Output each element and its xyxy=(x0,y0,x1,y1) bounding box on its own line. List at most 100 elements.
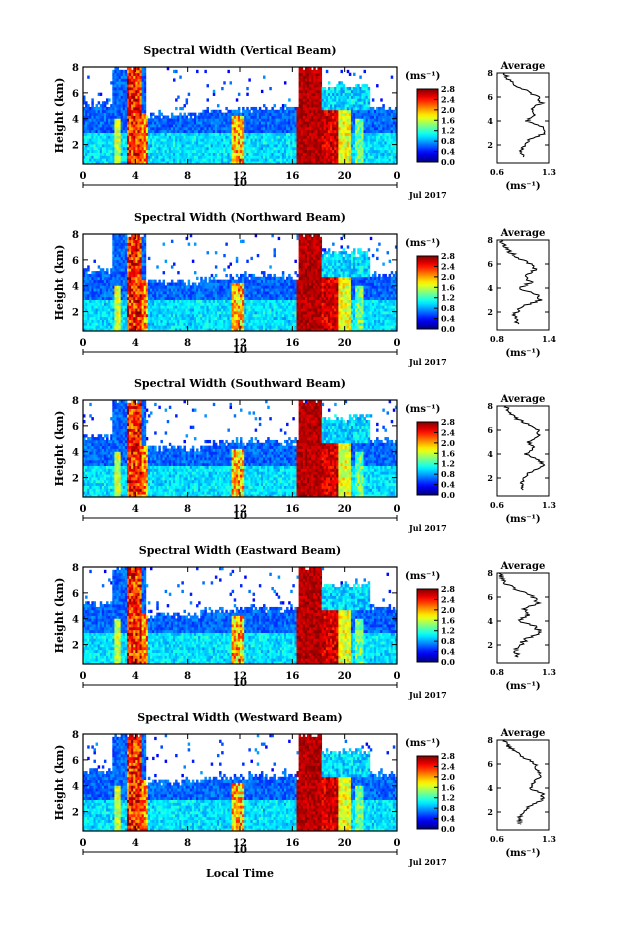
heatmap-cell xyxy=(275,129,279,134)
heatmap-cell xyxy=(233,141,237,145)
heatmap-cell xyxy=(208,152,212,156)
heatmap-cell xyxy=(296,126,300,131)
heatmap-cell xyxy=(281,146,285,151)
heatmap-cell xyxy=(156,138,159,142)
colorbar-tick-label: 0.8 xyxy=(441,136,455,146)
heatmap-cell xyxy=(191,129,195,134)
heatmap-cell xyxy=(309,118,312,122)
heatmap-cell xyxy=(204,161,207,165)
heatmap-cell xyxy=(292,138,295,142)
heatmap-cell xyxy=(227,141,230,145)
heatmap-cell xyxy=(304,112,308,116)
heatmap-cell xyxy=(99,129,103,134)
heatmap-cell xyxy=(208,141,212,145)
heatmap-cell xyxy=(281,135,285,139)
heatmap-cell xyxy=(273,118,276,122)
heatmap-cell xyxy=(254,126,258,131)
heatmap-cell xyxy=(258,124,262,128)
heatmap-cell xyxy=(265,118,268,122)
heatmap-cell xyxy=(252,149,256,153)
heatmap-cell xyxy=(137,141,140,145)
heatmap-cell xyxy=(110,146,113,151)
heatmap-cell xyxy=(131,81,134,85)
heatmap-cell xyxy=(143,78,147,82)
heatmap-cell xyxy=(173,121,176,125)
heatmap-cell xyxy=(181,126,184,131)
heatmap-cell xyxy=(321,161,325,165)
heatmap-cell xyxy=(315,81,318,85)
heatmap-cell xyxy=(120,106,124,111)
heatmap-cell xyxy=(152,158,155,162)
heatmap-cell xyxy=(258,155,262,159)
heatmap-cell xyxy=(85,126,88,131)
heatmap-cell xyxy=(283,112,287,116)
y-tick-label: 6 xyxy=(72,89,79,100)
heatmap-cell xyxy=(302,118,306,122)
heatmap-cell xyxy=(101,161,105,165)
heatmap-cell xyxy=(231,155,235,159)
heatmap-cell xyxy=(129,67,132,71)
heatmap-cell xyxy=(254,135,258,139)
heatmap-cell xyxy=(206,132,209,136)
heatmap-cell xyxy=(221,138,224,142)
heatmap-cell xyxy=(191,121,195,125)
heatmap-cell xyxy=(99,152,103,156)
heatmap-cell xyxy=(87,121,90,125)
heatmap-cell xyxy=(149,141,153,145)
heatmap-cell xyxy=(164,118,168,122)
heatmap-cell xyxy=(225,126,228,131)
heatmap-cell xyxy=(221,158,224,162)
heatmap-cell xyxy=(260,132,264,136)
heatmap-cell xyxy=(129,152,132,156)
heatmap-cell xyxy=(118,112,122,116)
heatmap-cell xyxy=(269,141,272,145)
heatmap-cell xyxy=(168,158,172,162)
heatmap-cell xyxy=(235,161,239,165)
heatmap-cell xyxy=(183,282,186,286)
heatmap-cell xyxy=(126,146,130,151)
heatmap-cell xyxy=(97,161,101,165)
heatmap-cell xyxy=(240,135,243,139)
heatmap-cell xyxy=(143,144,147,148)
heatmap-cell xyxy=(248,146,251,151)
heatmap-cell xyxy=(382,106,385,111)
heatmap-cell xyxy=(116,106,119,111)
heatmap-cell xyxy=(267,141,270,145)
heatmap-cell xyxy=(231,158,235,162)
heatmap-cell xyxy=(273,144,276,148)
heatmap-cell xyxy=(208,124,212,128)
heatmap-cell xyxy=(191,138,195,142)
heatmap-cell xyxy=(279,138,283,142)
heatmap-cell xyxy=(162,144,166,148)
heatmap-cell xyxy=(317,121,320,125)
heatmap-cell xyxy=(168,138,172,142)
heatmap-cell xyxy=(141,89,145,94)
heatmap-cell xyxy=(103,146,107,151)
heatmap-cell xyxy=(254,155,258,159)
heatmap-cell xyxy=(131,75,134,79)
heatmap-cell xyxy=(279,132,283,136)
heatmap-cell xyxy=(193,161,197,165)
heatmap-cell xyxy=(87,132,90,136)
heatmap-cell xyxy=(129,69,132,74)
heatmap-cell xyxy=(279,115,283,119)
heatmap-cell xyxy=(185,146,189,151)
heatmap-cell xyxy=(208,121,212,125)
heatmap-cell xyxy=(302,72,306,76)
heatmap-cell xyxy=(168,155,172,159)
heatmap-cell xyxy=(233,115,237,119)
heatmap-cell xyxy=(219,109,222,114)
heatmap-cell xyxy=(124,161,128,165)
heatmap-cell xyxy=(179,149,182,153)
heatmap-cell xyxy=(292,158,295,162)
heatmap-cell xyxy=(267,126,270,131)
heatmap-cell xyxy=(252,109,256,114)
heatmap-cell xyxy=(279,149,283,153)
heatmap-cell xyxy=(156,132,159,136)
heatmap-cell xyxy=(216,118,220,122)
heatmap-cell xyxy=(160,155,163,159)
heatmap-cell xyxy=(225,135,228,139)
heatmap-cell xyxy=(143,155,147,159)
heatmap-cell xyxy=(256,135,260,139)
heatmap-cell xyxy=(158,138,161,142)
